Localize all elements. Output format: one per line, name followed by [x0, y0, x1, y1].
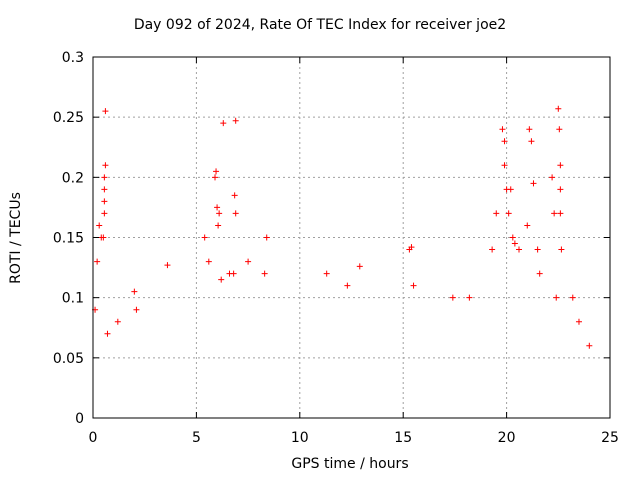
data-point — [536, 270, 543, 277]
data-point — [526, 126, 533, 133]
data-point — [553, 294, 560, 301]
data-point — [101, 210, 108, 217]
data-point — [131, 288, 138, 295]
data-point — [102, 162, 109, 169]
data-point — [528, 138, 535, 145]
y-tick-label: 0.2 — [62, 170, 84, 186]
data-point — [261, 270, 268, 277]
data-point — [586, 342, 593, 349]
chart-title: Day 092 of 2024, Rate Of TEC Index for r… — [133, 17, 507, 33]
data-point — [408, 244, 415, 251]
data-point — [534, 246, 541, 253]
data-point — [558, 246, 565, 253]
y-tick-label: 0.05 — [53, 351, 84, 367]
data-point — [205, 258, 212, 265]
data-point — [218, 276, 225, 283]
data-point — [96, 222, 103, 229]
data-point — [505, 210, 512, 217]
y-tick-label: 0.15 — [53, 231, 84, 247]
data-points — [92, 105, 593, 349]
data-point — [100, 234, 107, 241]
data-point — [516, 246, 523, 253]
data-point — [101, 174, 108, 181]
x-tick-label: 0 — [89, 430, 98, 446]
data-point — [101, 198, 108, 205]
data-point — [549, 174, 556, 181]
data-point — [507, 186, 514, 193]
data-point — [232, 117, 239, 124]
data-point — [201, 234, 208, 241]
data-point — [530, 180, 537, 187]
grid-lines — [93, 57, 610, 418]
data-point — [555, 105, 562, 112]
data-point — [557, 162, 564, 169]
y-tick-label: 0 — [75, 411, 84, 427]
data-point — [575, 318, 582, 325]
data-point — [214, 204, 221, 211]
plot-frame — [92, 56, 611, 419]
data-point — [410, 282, 417, 289]
data-point — [551, 210, 558, 217]
y-tick-label: 0.25 — [53, 110, 84, 126]
x-axis-label: GPS time / hours — [291, 456, 409, 472]
data-point — [493, 210, 500, 217]
data-point — [501, 138, 508, 145]
data-point — [101, 186, 108, 193]
data-point — [344, 282, 351, 289]
data-point — [557, 210, 564, 217]
data-point — [133, 306, 140, 313]
data-point — [556, 126, 563, 133]
y-tick-label: 0.3 — [62, 50, 84, 66]
x-tick-label: 25 — [601, 430, 619, 446]
data-point — [466, 294, 473, 301]
x-tick-label: 20 — [498, 430, 516, 446]
data-point — [232, 210, 239, 217]
data-point — [102, 108, 109, 115]
x-tick-label: 5 — [192, 430, 201, 446]
data-point — [230, 270, 237, 277]
axis-ticks: 0 0.05 0.1 0.15 0.2 0.25 0.3 0 5 10 15 20 25 — [53, 50, 619, 446]
data-point — [449, 294, 456, 301]
data-point — [245, 258, 252, 265]
data-point — [569, 294, 576, 301]
data-point — [215, 222, 222, 229]
y-tick-label: 0.1 — [62, 291, 84, 307]
data-point — [501, 162, 508, 169]
data-point — [489, 246, 496, 253]
data-point — [220, 120, 227, 127]
data-point — [263, 234, 270, 241]
data-point — [524, 222, 531, 229]
data-point — [114, 318, 121, 325]
x-tick-label: 10 — [291, 430, 309, 446]
x-tick-label: 15 — [394, 430, 412, 446]
data-point — [356, 263, 363, 270]
data-point — [231, 192, 238, 199]
data-point — [511, 240, 518, 247]
data-point — [323, 270, 330, 277]
data-point — [499, 126, 506, 133]
data-point — [557, 186, 564, 193]
data-point — [212, 174, 219, 181]
data-point — [216, 210, 223, 217]
data-point — [164, 262, 171, 269]
data-point — [213, 168, 220, 175]
data-point — [94, 258, 101, 265]
data-point — [104, 330, 111, 337]
data-point — [509, 234, 516, 241]
